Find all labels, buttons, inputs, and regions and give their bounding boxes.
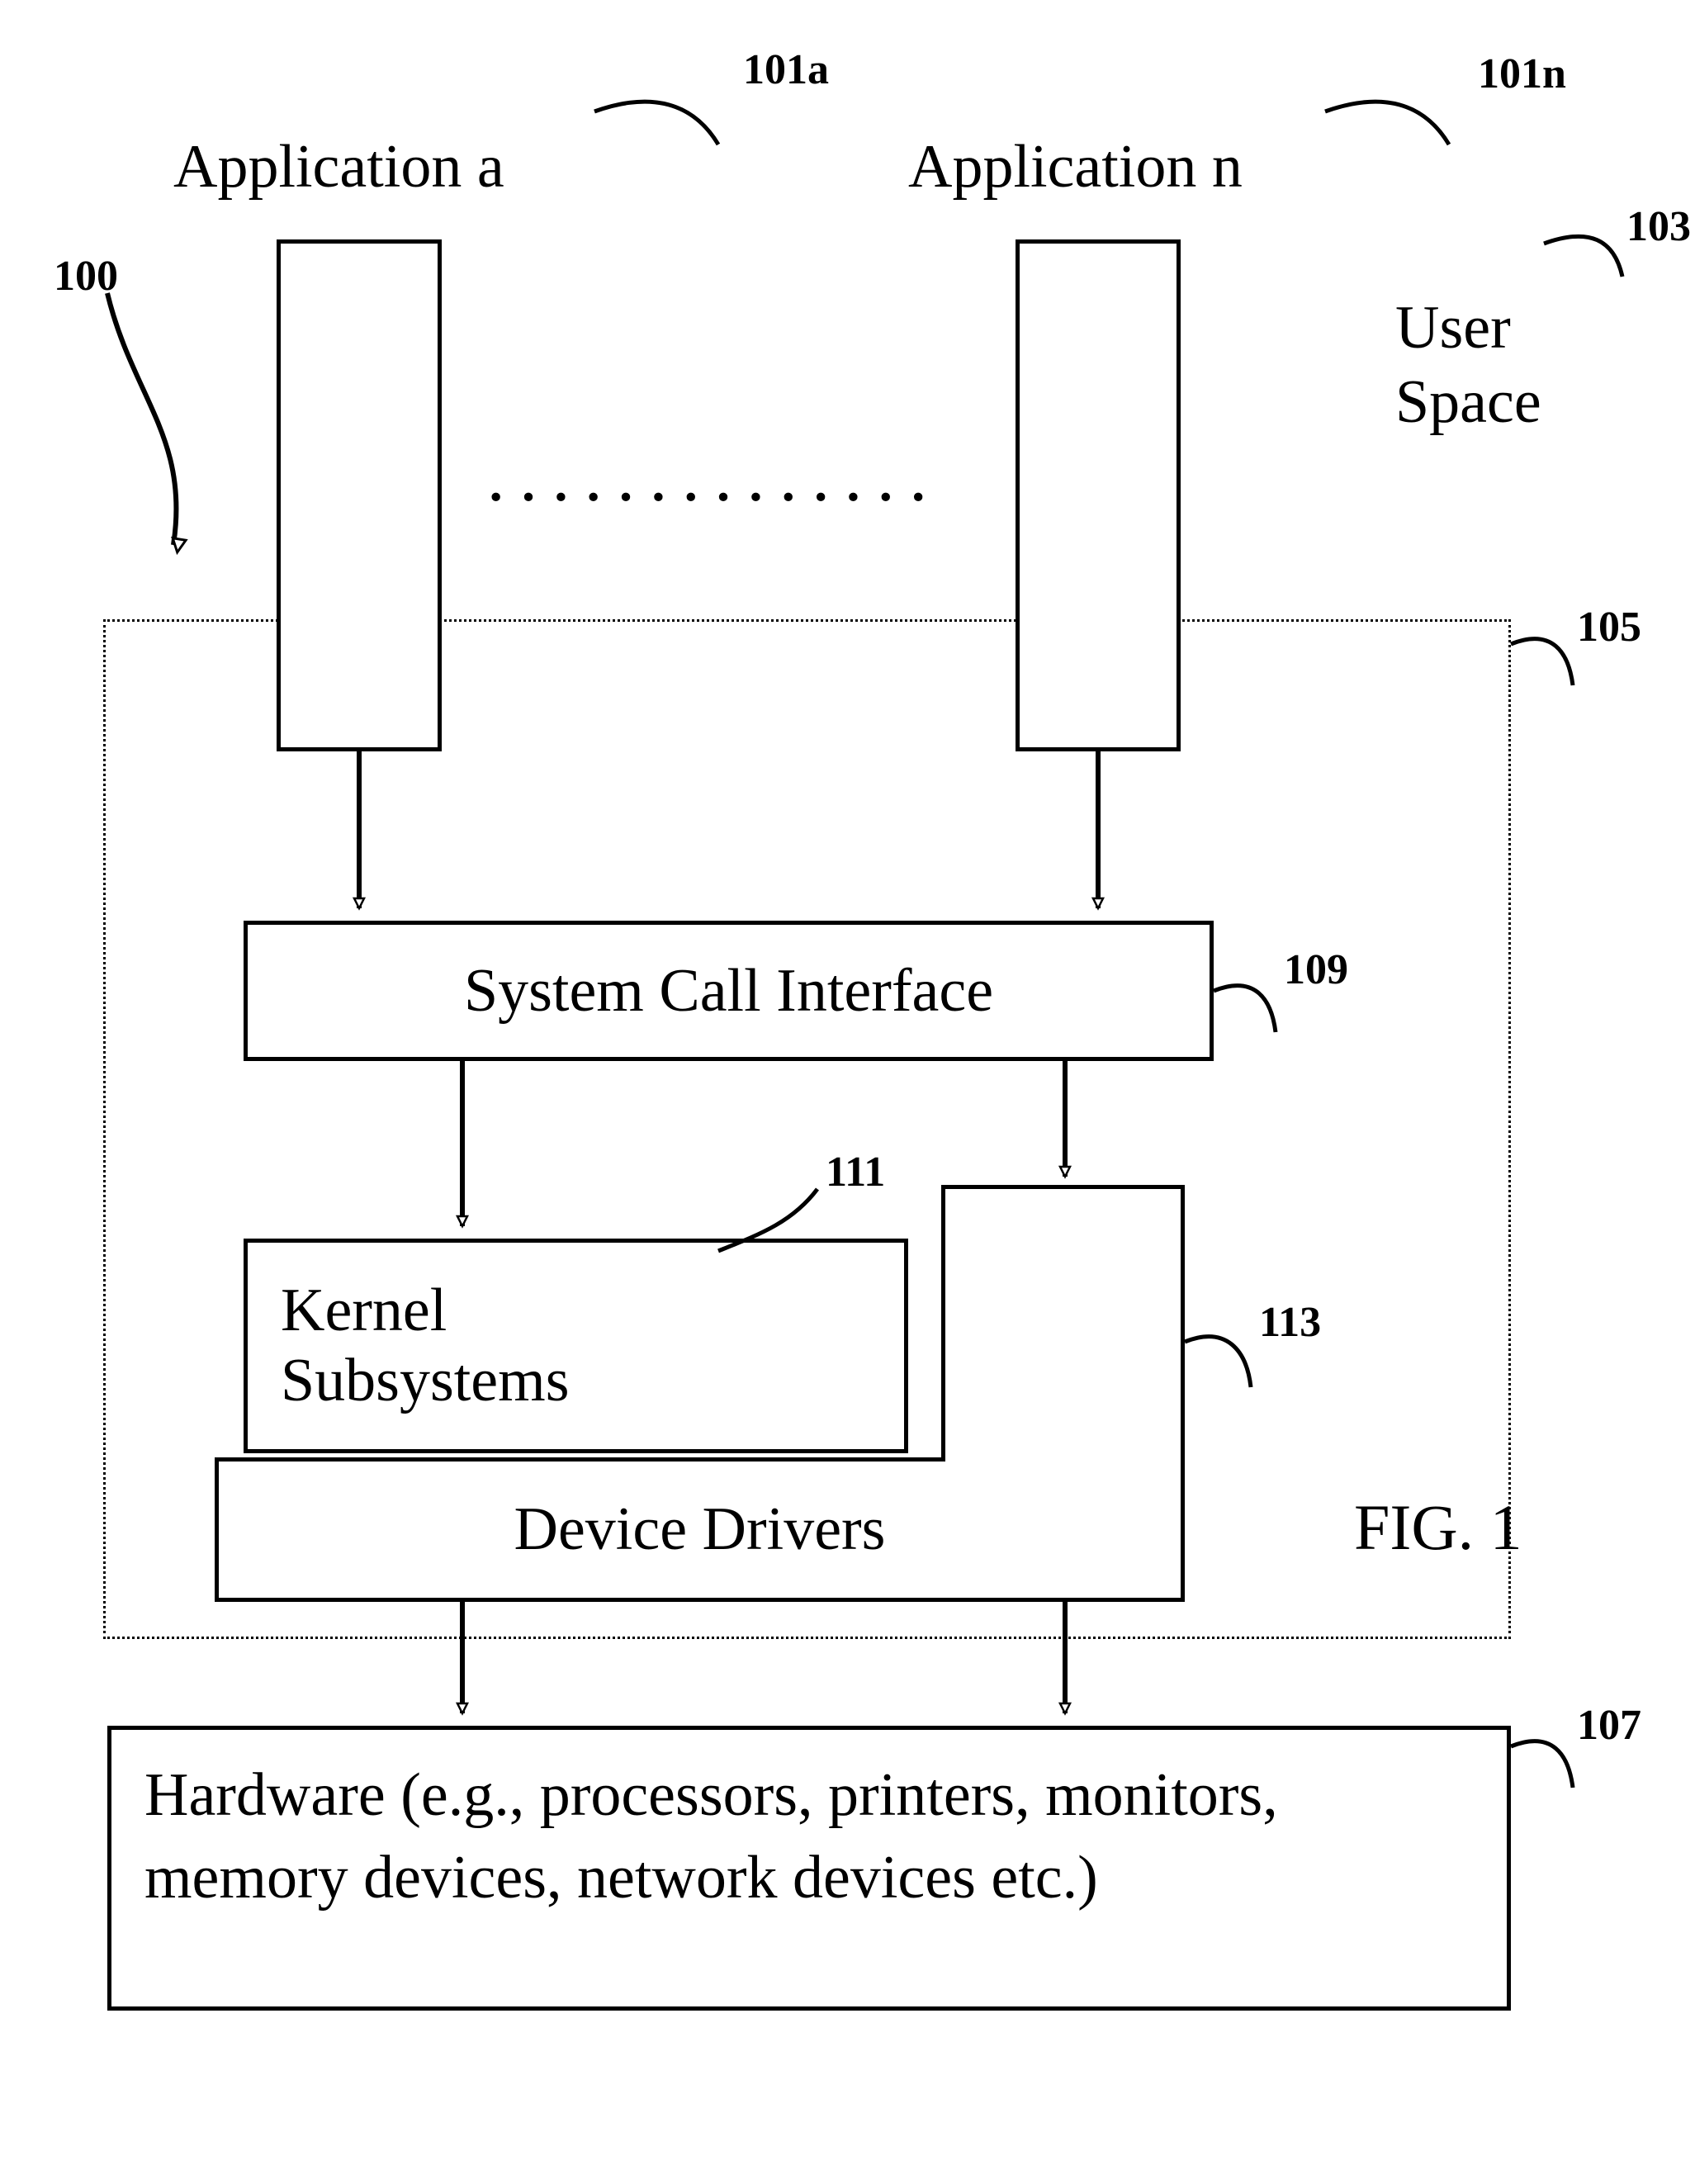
figure-label: FIG. 1 (1354, 1490, 1522, 1565)
ref-111: 111 (826, 1148, 885, 1196)
application-n-box (1016, 239, 1181, 751)
kernel-subsystems-text-l1: Kernel (281, 1276, 447, 1346)
system-call-interface-text: System Call Interface (464, 956, 993, 1026)
user-space-label-line1: User (1395, 293, 1511, 363)
ref-100: 100 (54, 252, 118, 301)
drivers-join-patch (945, 1453, 1181, 1466)
ref-101a: 101a (743, 45, 829, 94)
application-n-label: Application n (908, 132, 1243, 202)
hardware-text: Hardware (e.g., processors, printers, mo… (144, 1755, 1474, 1920)
device-drivers-text: Device Drivers (514, 1495, 886, 1565)
leader-r105 (1511, 639, 1573, 685)
hardware-box: Hardware (e.g., processors, printers, mo… (107, 1726, 1511, 2011)
user-space-label-line2: Space (1395, 367, 1541, 438)
kernel-subsystems-text-l2: Subsystems (281, 1346, 570, 1416)
ref-103: 103 (1626, 202, 1691, 251)
application-a-label: Application a (173, 132, 504, 202)
leader-r103 (1544, 236, 1622, 277)
ref-105: 105 (1577, 603, 1641, 651)
leader-r101a (594, 102, 718, 144)
application-a-box (277, 239, 442, 751)
leader-r101n (1325, 102, 1449, 144)
ref-101n: 101n (1478, 50, 1566, 98)
kernel-subsystems-box: Kernel Subsystems (244, 1239, 908, 1453)
system-call-interface-box: System Call Interface (244, 921, 1214, 1061)
device-drivers-box: Device Drivers (215, 1457, 1185, 1602)
ref-109: 109 (1284, 945, 1348, 994)
ref-107: 107 (1577, 1701, 1641, 1750)
ref-113: 113 (1259, 1298, 1321, 1347)
leader-r107 (1511, 1741, 1573, 1788)
ellipsis-dots: ·············· (487, 467, 942, 528)
leader-r100 (107, 293, 177, 545)
